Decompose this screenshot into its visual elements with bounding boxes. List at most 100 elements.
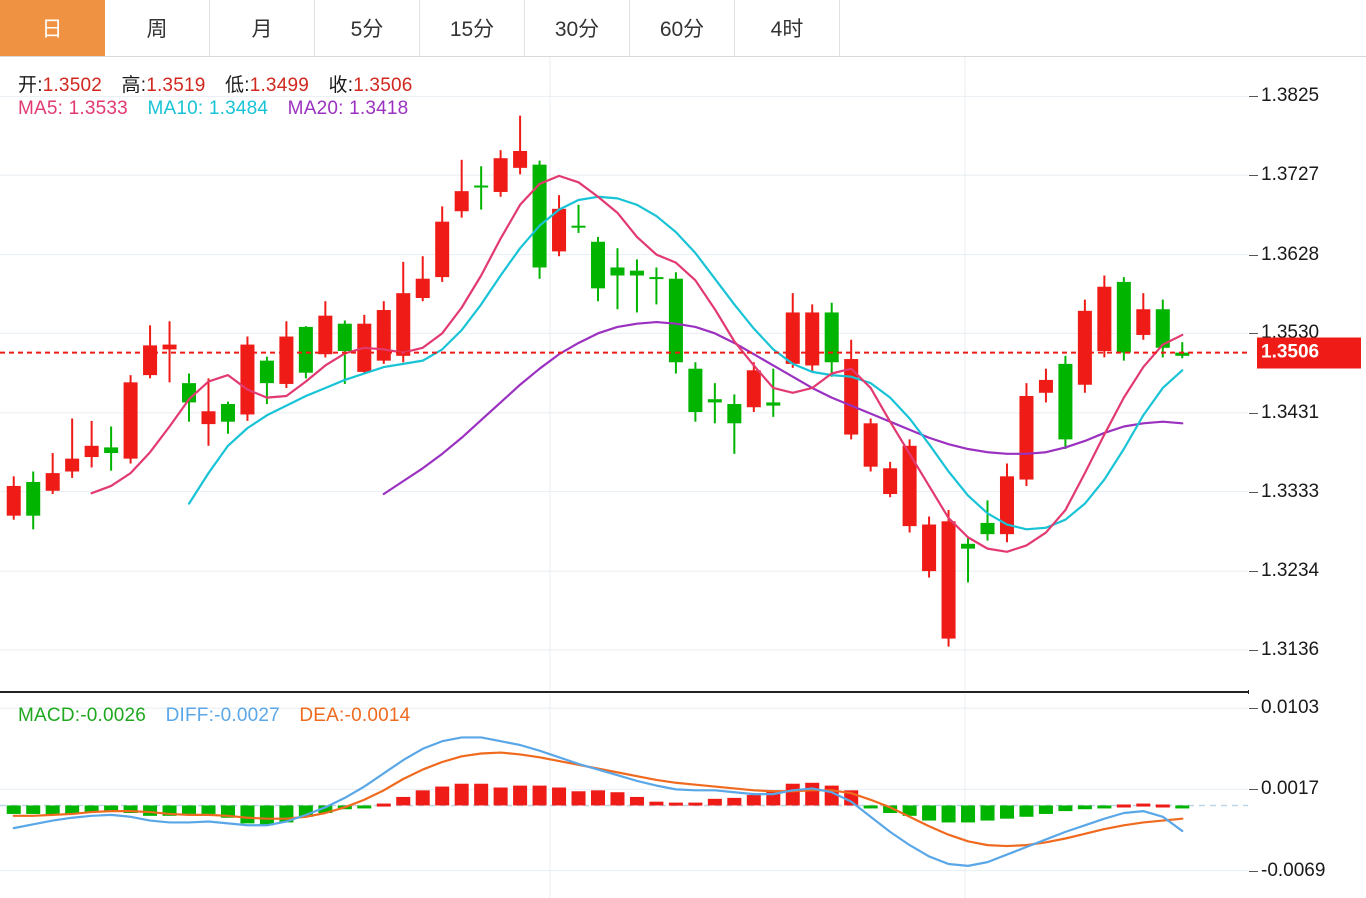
price-tick-label: 1.3136	[1248, 638, 1320, 660]
candle-body	[259, 360, 274, 384]
ohlc-legend: 开:1.3502 高:1.3519 低:1.3499 收:1.3506	[18, 70, 413, 97]
macd-histogram-bar	[1077, 805, 1092, 810]
tab-label: 5分	[350, 18, 384, 41]
macd-histogram-bar	[26, 805, 41, 814]
ma-line	[382, 320, 1184, 496]
macd-histogram-bar	[1038, 805, 1053, 814]
macd-label: MACD:	[18, 705, 81, 726]
macd-histogram-bar	[941, 805, 956, 823]
candlestick-plot[interactable]	[0, 57, 1248, 690]
candle-body	[1136, 309, 1151, 335]
candle-body	[123, 382, 138, 459]
candle-body	[493, 158, 508, 192]
candle-body	[1155, 309, 1170, 348]
macd-histogram-bar	[493, 787, 508, 806]
macd-histogram-bar	[805, 782, 820, 806]
tab-15min[interactable]: 15分	[420, 0, 525, 56]
tab-week[interactable]: 周	[105, 0, 210, 56]
macd-chart-pane[interactable]	[0, 694, 1248, 898]
tab-60min[interactable]: 60分	[630, 0, 735, 56]
candle-body	[629, 270, 644, 276]
macd-histogram-bar	[688, 802, 703, 806]
macd-axis: 0.0103 0.0017 -0.0069	[1248, 694, 1366, 898]
high-label: 高:	[121, 75, 147, 96]
candle-body	[1038, 379, 1053, 393]
timeframe-tabbar[interactable]: 日 周 月 5分 15分 30分 60分 4时	[0, 0, 1366, 57]
macd-histogram-bar	[143, 805, 158, 816]
candle-body	[65, 458, 80, 472]
price-tick-label: 1.3333	[1248, 480, 1320, 502]
macd-histogram-bar	[513, 785, 528, 806]
ma20-label: MA20:	[287, 98, 344, 119]
candle-body	[532, 164, 547, 268]
candle-body	[376, 310, 391, 361]
candle-body	[824, 312, 839, 363]
pane-divider	[0, 691, 1248, 693]
macd-plot[interactable]	[0, 694, 1248, 898]
macd-histogram-bar	[1175, 805, 1190, 809]
ma-line	[90, 174, 1184, 553]
diff-value: -0.0027	[214, 705, 280, 726]
tab-month[interactable]: 月	[210, 0, 315, 56]
macd-histogram-bar	[668, 802, 683, 806]
ma20-value: 1.3418	[349, 98, 409, 119]
macd-histogram-bar	[298, 805, 313, 817]
candle-body	[1175, 352, 1190, 356]
candle-body	[785, 312, 800, 364]
dea-label: DEA:	[299, 705, 345, 726]
macd-histogram-bar	[863, 805, 878, 809]
high-value: 1.3519	[146, 75, 206, 96]
macd-histogram-bar	[45, 805, 60, 815]
price-tick-label: 1.3628	[1248, 243, 1320, 265]
price-tick-label: 1.3431	[1248, 401, 1320, 423]
tab-day[interactable]: 日	[0, 0, 105, 56]
macd-histogram-bar	[415, 790, 430, 806]
candle-body	[571, 225, 586, 228]
macd-histogram-bar	[474, 783, 489, 806]
price-chart-pane[interactable]	[0, 57, 1248, 690]
macd-histogram-bar	[785, 783, 800, 806]
macd-histogram-bar	[1097, 805, 1112, 809]
candle-body	[104, 447, 119, 454]
macd-tick-label: 0.0017	[1248, 778, 1320, 800]
candle-body	[337, 323, 352, 352]
macd-histogram-bar	[571, 791, 586, 806]
tab-30min[interactable]: 30分	[525, 0, 630, 56]
candle-body	[727, 404, 742, 424]
macd-histogram-bar	[123, 805, 138, 813]
candle-body	[1058, 363, 1073, 440]
macd-histogram-bar	[435, 786, 450, 806]
macd-histogram-bar	[357, 805, 372, 809]
candle-body	[318, 315, 333, 355]
candle-body	[922, 524, 937, 572]
tab-4hour[interactable]: 4时	[735, 0, 840, 56]
current-price-badge: 1.3506	[1257, 337, 1361, 369]
macd-histogram-bar	[84, 805, 99, 813]
candle-body	[6, 485, 21, 516]
macd-histogram-bar	[707, 798, 722, 806]
diff-label: DIFF:	[165, 705, 215, 726]
candle-body	[980, 522, 995, 535]
candle-body	[201, 411, 216, 425]
macd-histogram-bar	[1155, 804, 1170, 808]
macd-histogram-bar	[65, 805, 80, 814]
tab-5min[interactable]: 5分	[315, 0, 420, 56]
candle-body	[941, 521, 956, 639]
tab-label: 周	[146, 18, 168, 41]
tab-label: 60分	[659, 18, 705, 41]
candle-body	[182, 383, 197, 403]
macd-tick-label: 0.0103	[1248, 697, 1320, 719]
macd-legend: MACD:-0.0026 DIFF:-0.0027 DEA:-0.0014	[18, 705, 410, 727]
close-label: 收:	[328, 75, 354, 96]
open-value: 1.3502	[42, 75, 103, 96]
candle-body	[220, 404, 235, 422]
macd-histogram-bar	[902, 805, 917, 816]
macd-histogram-bar	[746, 795, 761, 806]
macd-histogram-bar	[396, 796, 411, 806]
tab-label: 月	[251, 18, 273, 41]
candle-body	[84, 445, 99, 458]
candle-body	[240, 344, 255, 415]
macd-value: -0.0026	[80, 705, 147, 726]
ma5-value: 1.3533	[68, 98, 128, 119]
ma-line	[187, 195, 1184, 531]
